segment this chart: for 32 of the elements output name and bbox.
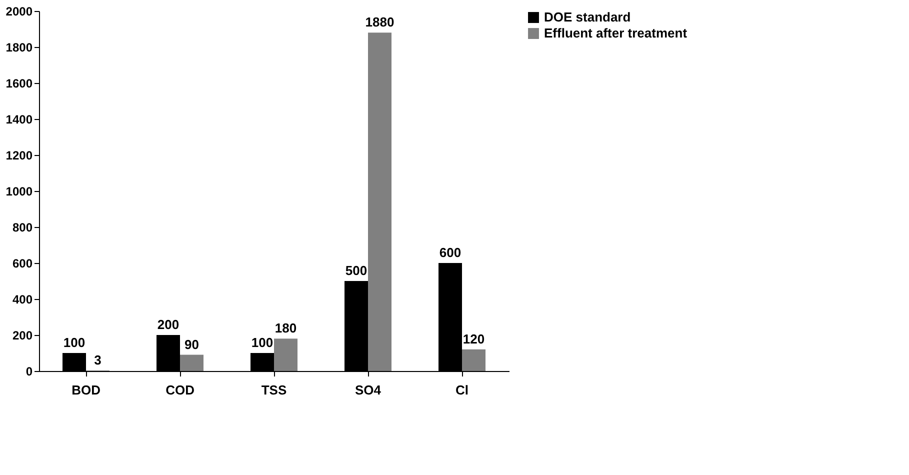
data-label: 200 xyxy=(157,317,180,332)
y-tick-label: 200 xyxy=(12,328,33,342)
bar xyxy=(180,354,204,371)
data-label: 1880 xyxy=(365,14,394,30)
data-label: 600 xyxy=(439,245,462,260)
x-tick-label: SO4 xyxy=(354,382,382,398)
y-tick-label: 1200 xyxy=(6,148,33,162)
data-label: 90 xyxy=(184,336,199,352)
bar xyxy=(368,32,392,371)
legend-label: Effluent after treatment xyxy=(544,26,688,40)
bar xyxy=(462,349,486,371)
data-label: 100 xyxy=(251,335,274,350)
y-tick-label: 800 xyxy=(12,220,33,234)
data-label: 500 xyxy=(345,263,368,278)
y-tick-label: 600 xyxy=(12,256,33,270)
y-tick-label: 1000 xyxy=(6,184,33,198)
data-label: 3 xyxy=(94,352,102,368)
y-tick-label: 0 xyxy=(26,364,33,378)
data-label: 120 xyxy=(462,331,485,346)
y-tick-label: 1600 xyxy=(6,76,33,90)
x-tick-label: COD xyxy=(166,382,194,398)
legend-label: DOE standard xyxy=(544,10,631,24)
data-label: 180 xyxy=(274,320,297,336)
bar xyxy=(274,338,298,371)
x-tick-label: Cl xyxy=(456,382,468,398)
y-tick-label: 1800 xyxy=(6,40,33,54)
x-tick-label: TSS xyxy=(261,382,287,398)
x-tick-label: BOD xyxy=(72,382,100,398)
data-label: 100 xyxy=(63,335,86,350)
y-tick-label: 2000 xyxy=(6,4,33,18)
y-tick-label: 1400 xyxy=(6,112,33,126)
y-tick-label: 400 xyxy=(12,292,33,306)
